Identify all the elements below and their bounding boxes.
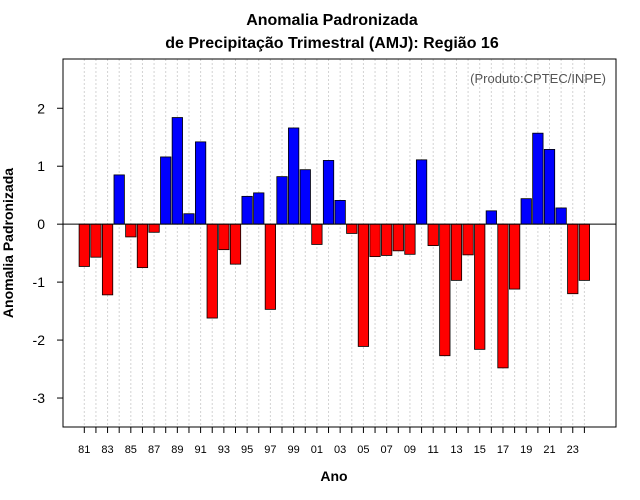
y-tick-label: -3 — [33, 390, 46, 406]
bar-24 — [578, 223, 590, 281]
bar-05 — [357, 223, 370, 347]
bar-81 — [78, 223, 90, 267]
bar-92 — [206, 223, 218, 319]
bars-group — [78, 117, 590, 369]
x-tick-label: 19 — [520, 444, 532, 456]
y-tick-label: 0 — [37, 216, 45, 232]
x-tick-label: 03 — [334, 444, 346, 456]
x-tick-label: 01 — [311, 444, 323, 456]
bar-84 — [113, 174, 125, 225]
bar-03 — [334, 199, 346, 225]
bar-96 — [253, 192, 265, 225]
bar-88 — [160, 156, 172, 225]
x-tick-label: 93 — [218, 444, 230, 456]
x-tick-label: 97 — [264, 444, 276, 456]
bar-22 — [555, 207, 567, 225]
bar-98 — [276, 176, 288, 225]
bar-85 — [125, 223, 137, 238]
x-tick-label: 11 — [427, 444, 438, 456]
bar-06 — [369, 223, 381, 258]
bar-87 — [148, 223, 160, 233]
bar-16 — [485, 210, 497, 225]
x-tick-label: 23 — [567, 444, 579, 456]
x-tick-label: 17 — [497, 444, 509, 456]
x-tick-label: 15 — [474, 444, 486, 456]
bar-99 — [288, 127, 300, 225]
bar-91 — [194, 141, 207, 225]
y-tick-label: -1 — [33, 274, 46, 290]
bar-00 — [299, 169, 311, 225]
bar-19 — [520, 198, 532, 225]
x-tick-label: 05 — [357, 444, 369, 456]
chart-title-line2: de Precipitação Trimestral (AMJ): Região… — [165, 35, 499, 52]
x-tick-label: 09 — [404, 444, 416, 456]
bar-02 — [322, 160, 335, 225]
bar-89 — [171, 117, 183, 225]
bar-11 — [427, 223, 439, 247]
x-tick-label: 83 — [101, 444, 113, 456]
x-tick-label: 89 — [171, 444, 183, 456]
bar-95 — [241, 195, 253, 225]
bar-94 — [229, 223, 242, 265]
x-tick-label: 21 — [543, 444, 555, 456]
bar-83 — [101, 223, 114, 296]
x-tick-label: 85 — [125, 444, 137, 456]
bar-23 — [567, 223, 579, 295]
x-axis-label: Ano — [320, 468, 347, 484]
bar-09 — [404, 223, 416, 255]
x-tick-label: 99 — [288, 444, 300, 456]
x-tick-label: 87 — [148, 444, 160, 456]
bar-97 — [264, 223, 276, 310]
x-tick-label: 91 — [194, 444, 206, 456]
x-tick-label: 95 — [241, 444, 253, 456]
bar-21 — [543, 149, 556, 225]
bar-14 — [462, 223, 474, 256]
bar-01 — [311, 223, 323, 245]
bar-17 — [497, 223, 509, 369]
x-tick-label: 81 — [78, 444, 90, 456]
bar-04 — [346, 223, 358, 234]
bar-13 — [450, 223, 463, 281]
y-axis-label: Anomalia Padronizada — [0, 168, 16, 318]
y-tick-label: 1 — [37, 158, 45, 174]
credit-text: (Produto:CPTEC/INPE) — [470, 71, 606, 86]
bar-08 — [392, 223, 404, 252]
bar-90 — [183, 213, 195, 225]
plot-frame — [62, 58, 617, 428]
bar-18 — [509, 223, 521, 290]
bar-86 — [136, 223, 149, 269]
y-axis: -3 -2 -1 0 1 2 — [33, 100, 63, 406]
chart-title-line1: Anomalia Padronizada — [246, 12, 418, 29]
bar-15 — [474, 223, 486, 350]
bar-93 — [218, 223, 230, 251]
y-tick-label: -2 — [33, 332, 46, 348]
bar-10 — [415, 159, 428, 225]
bar-12 — [439, 223, 451, 357]
bar-07 — [381, 223, 393, 256]
bar-82 — [90, 223, 102, 258]
x-axis: 81 83 85 87 89 91 93 95 97 99 01 03 05 07 09 11 13 15 17 19… — [78, 427, 585, 456]
x-tick-label: 13 — [450, 444, 462, 456]
bar-20 — [532, 132, 544, 225]
x-tick-label: 07 — [381, 444, 393, 456]
y-tick-label: 2 — [37, 100, 45, 116]
